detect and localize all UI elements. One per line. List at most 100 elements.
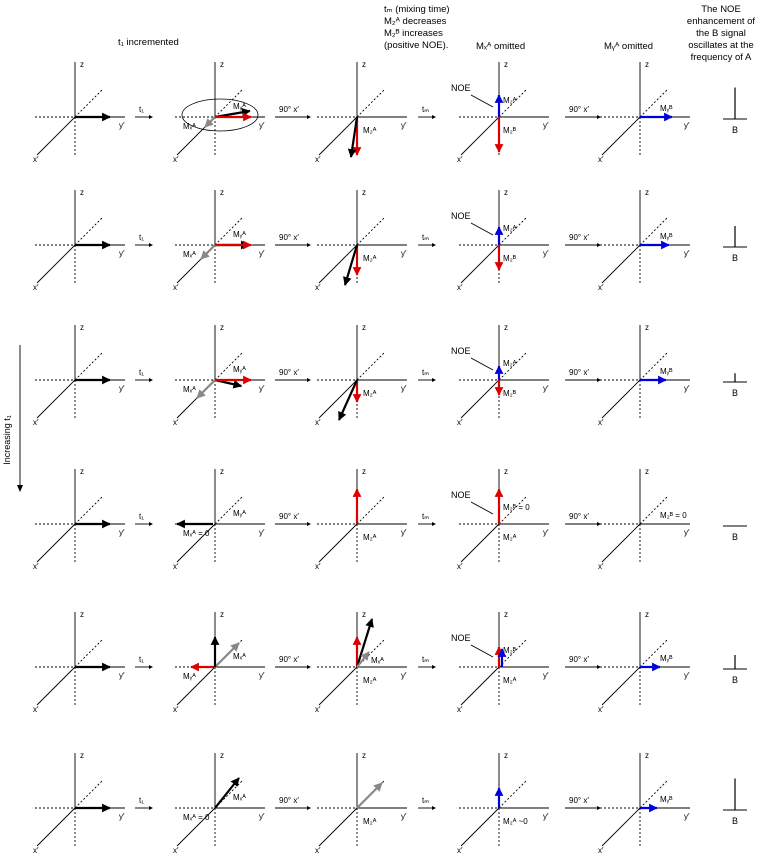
axis-label-z: z	[220, 188, 224, 197]
c2-label-1: Mᵧᴬ	[233, 509, 246, 518]
axis-label-y: y′	[259, 528, 265, 537]
axis-label-y: y′	[119, 121, 125, 130]
axis-x	[460, 523, 500, 563]
axis-x	[36, 244, 76, 284]
step-1-label: 90° x′	[279, 233, 299, 242]
axis-x-back	[356, 88, 386, 118]
axis-label-x: x′	[598, 562, 604, 571]
axis-x-back	[214, 351, 244, 381]
c3-label-1: M₂ᴬ	[363, 254, 377, 263]
step-1-arrowhead	[307, 243, 311, 247]
axis-label-z: z	[80, 323, 84, 332]
step-0-label: t₁	[139, 105, 144, 114]
axis-x	[460, 807, 500, 847]
c4-label-1: M₂ᴮ	[503, 389, 517, 398]
axis-x-back	[74, 495, 104, 525]
axis-x-back	[498, 351, 528, 381]
axis-x	[176, 523, 216, 563]
step-1-label: 90° x′	[279, 655, 299, 664]
c5-label: Mᵧᴮ	[660, 367, 673, 376]
axis-x	[318, 807, 358, 847]
step-3-label: 90° x′	[569, 105, 589, 114]
header-mixing-line: M₂ᴮ increases	[384, 28, 443, 39]
step-0-arrowhead	[149, 665, 153, 669]
axis-label-z: z	[362, 323, 366, 332]
header-mixing-line: (positive NOE).	[384, 40, 449, 51]
c4-label-1: M₂ᴬ	[503, 676, 517, 685]
axis-x-back	[498, 88, 528, 118]
step-0-label: t₁	[139, 512, 144, 521]
axis-x-back	[74, 638, 104, 668]
step-2-label: tₘ	[422, 105, 429, 114]
axis-label-z: z	[645, 60, 649, 69]
axis-label-x: x′	[457, 283, 463, 292]
axis-label-y: y′	[119, 528, 125, 537]
axis-label-x: x′	[315, 705, 321, 714]
header-mixing-line: tₘ (mixing time)	[384, 4, 450, 15]
axis-label-x: x′	[33, 155, 39, 164]
axis-label-z: z	[220, 610, 224, 619]
axis-label-z: z	[220, 467, 224, 476]
header-mixing-time: tₘ (mixing time) M₂ᴬ decreases M₂ᴮ incre…	[384, 4, 450, 52]
c4-label-2: M₂ᴮ	[503, 646, 517, 655]
header-noe-enhancement: The NOE enhancement of the B signal osci…	[678, 4, 764, 64]
header-noe-line: enhancement of	[686, 16, 756, 27]
step-1-arrowhead	[307, 115, 311, 119]
axis-label-y: y′	[684, 249, 690, 258]
step-1-label: 90° x′	[279, 368, 299, 377]
c3-label-2: Mₓᴬ	[371, 656, 384, 665]
axis-label-z: z	[80, 60, 84, 69]
axis-x-back	[356, 638, 386, 668]
axis-label-z: z	[220, 323, 224, 332]
noe-label: NOE	[451, 346, 471, 356]
c2-label-2: Mₓᴬ	[183, 385, 196, 394]
axis-x-back	[639, 495, 669, 525]
step-3-arrowhead	[597, 115, 601, 119]
axis-x	[318, 666, 358, 706]
noe-label: NOE	[451, 633, 471, 643]
axis-label-y: y′	[401, 249, 407, 258]
axis-label-y: y′	[543, 384, 549, 393]
axis-label-x: x′	[33, 562, 39, 571]
noe-pointer	[470, 501, 494, 515]
increasing-arrowhead	[17, 485, 23, 492]
axis-x-back	[74, 779, 104, 809]
axis-label-y: y′	[259, 121, 265, 130]
axis-x	[601, 523, 641, 563]
step-2-label: tₘ	[422, 655, 429, 664]
step-3-label: 90° x′	[569, 796, 589, 805]
axis-label-y: y′	[543, 671, 549, 680]
axis-label-x: x′	[315, 846, 321, 855]
axis-label-y: y′	[401, 121, 407, 130]
c5-label: Mᵧᴮ	[660, 654, 673, 663]
c2-label-2: Mᵧᴬ	[183, 672, 196, 681]
axis-x-back	[498, 779, 528, 809]
step-3-label: 90° x′	[569, 233, 589, 242]
precession-ellipse	[181, 98, 259, 132]
step-1-arrowhead	[307, 522, 311, 526]
axis-x-back	[639, 779, 669, 809]
step-3-arrowhead	[597, 378, 601, 382]
rotated-vector	[214, 777, 240, 809]
step-0-label: t₁	[139, 655, 144, 664]
step-3-arrowhead	[597, 665, 601, 669]
net-vector	[355, 618, 374, 668]
axis-label-x: x′	[33, 705, 39, 714]
step-1-label: 90° x′	[279, 796, 299, 805]
axis-label-y: y′	[684, 528, 690, 537]
axis-label-y: y′	[684, 384, 690, 393]
c2-label-1: Mₓᴬ	[233, 652, 246, 661]
axis-label-x: x′	[173, 846, 179, 855]
c4-label-2: M₂ᴬ	[503, 96, 517, 105]
header-t1-incremented: t₁ incremented	[118, 37, 179, 48]
axis-x	[318, 116, 358, 156]
axis-x	[36, 379, 76, 419]
c3-label-1: M₂ᴬ	[363, 389, 377, 398]
axis-x-back	[639, 216, 669, 246]
axis-x-back	[356, 495, 386, 525]
axis-label-z: z	[80, 751, 84, 760]
c4-label-1: M₂ᴮ	[503, 126, 517, 135]
step-0-arrowhead	[149, 378, 153, 382]
axis-x	[36, 523, 76, 563]
